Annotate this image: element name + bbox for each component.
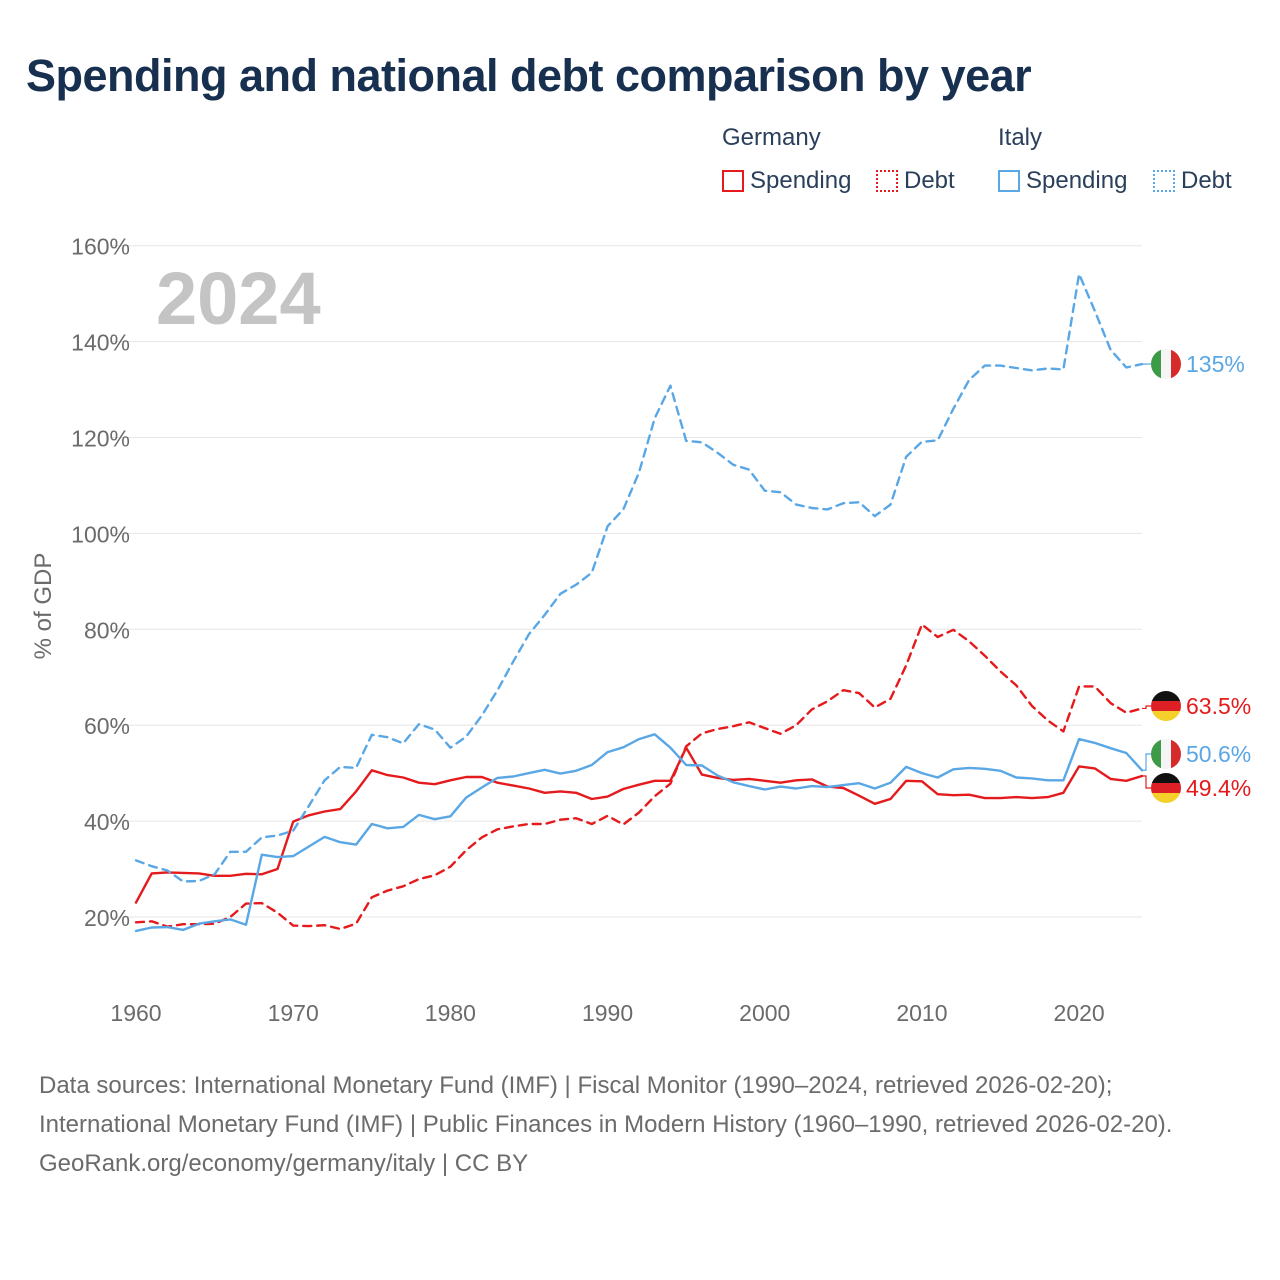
x-tick-label: 1970: [268, 1000, 319, 1026]
end-connector: [1142, 753, 1151, 771]
footer: Data sources: International Monetary Fun…: [39, 1066, 1239, 1183]
flag-germany-spending-icon: [1151, 773, 1181, 803]
x-tick-label: 2020: [1054, 1000, 1105, 1026]
series-line-germany-spending: [134, 746, 1144, 904]
y-tick-label: 100%: [71, 521, 130, 547]
data-sources: Data sources: International Monetary Fun…: [39, 1072, 1173, 1138]
legend-italy-debt[interactable]: Debt: [1153, 165, 1232, 197]
y-tick-label: 80%: [84, 617, 130, 643]
end-connector: [1142, 775, 1151, 789]
line-chart: 20% 40% 60% 80% 100% 120% 140% 160% 1960 1970 198…: [30, 234, 1251, 1026]
end-label-germany-spending: 49.4%: [1186, 775, 1251, 801]
y-axis-label: % of GDP: [30, 553, 57, 660]
end-label-italy-spending: 50.6%: [1186, 741, 1251, 767]
series-line-germany-debt: [134, 623, 1144, 931]
legend-italy-spending-swatch: [998, 170, 1020, 192]
y-tick-label: 160%: [71, 234, 130, 260]
y-tick-label: 40%: [84, 809, 130, 835]
y-tick-label: 140%: [71, 330, 130, 356]
series-line-italy-spending: [134, 733, 1144, 933]
legend-germany-title: Germany: [722, 124, 821, 151]
legend-germany-debt-label: Debt: [904, 167, 955, 194]
series-line-italy-debt: [134, 272, 1144, 883]
legend-germany-spending[interactable]: Spending: [722, 165, 851, 197]
legend-germany-debt-swatch: [876, 170, 898, 192]
credit-link[interactable]: GeoRank.org/economy/germany/italy | CC B…: [39, 1150, 529, 1177]
legend-germany-spending-swatch: [722, 170, 744, 192]
legend-germany-spending-label: Spending: [750, 167, 852, 194]
legend-italy-spending[interactable]: Spending: [998, 165, 1127, 197]
end-label-germany-debt: 63.5%: [1186, 693, 1251, 719]
x-tick-label: 1990: [582, 1000, 633, 1026]
x-tick-label: 1960: [110, 1000, 161, 1026]
legend-italy-spending-label: Spending: [1026, 167, 1128, 194]
legend-italy-debt-swatch: [1153, 170, 1175, 192]
flag-italy-debt-icon: [1151, 349, 1181, 379]
end-label-italy-debt: 135%: [1186, 351, 1245, 377]
x-tick-label: 2010: [896, 1000, 947, 1026]
y-tick-label: 120%: [71, 426, 130, 452]
flag-italy-spending-icon: [1151, 739, 1181, 769]
legend-italy-title: Italy: [998, 124, 1043, 151]
y-tick-label: 20%: [84, 905, 130, 931]
legend-germany-debt[interactable]: Debt: [876, 165, 955, 197]
x-tick-label: 2000: [739, 1000, 790, 1026]
end-connector: [1142, 705, 1151, 710]
year-watermark: 2024: [156, 257, 321, 340]
x-tick-label: 1980: [425, 1000, 476, 1026]
y-tick-label: 60%: [84, 713, 130, 739]
chart-title: Spending and national debt comparison by…: [26, 50, 1032, 101]
flag-germany-debt-icon: [1151, 691, 1181, 721]
legend-italy-debt-label: Debt: [1181, 167, 1232, 194]
